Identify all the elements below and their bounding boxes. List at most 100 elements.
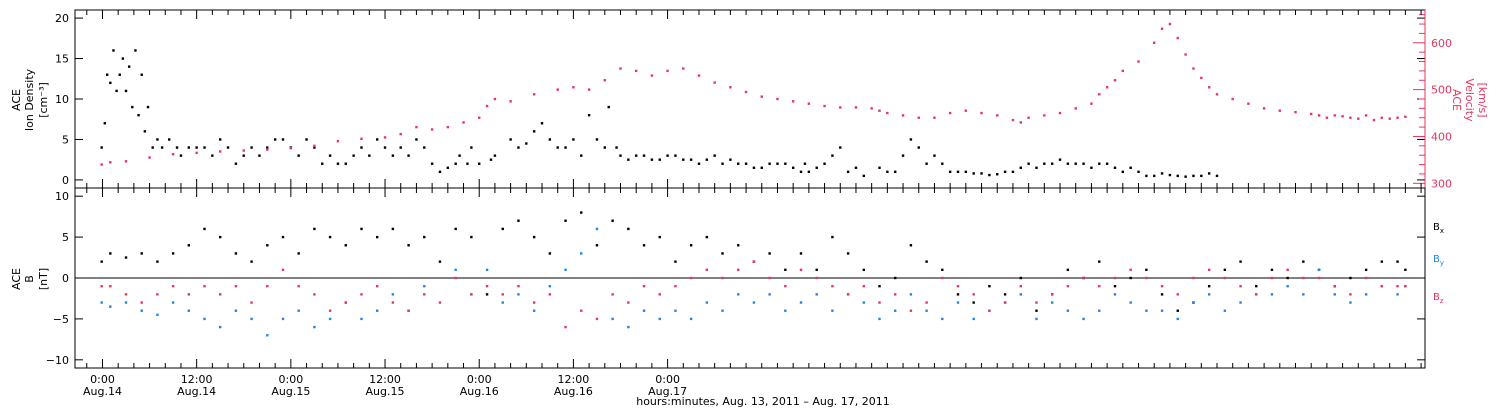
by-point (234, 309, 238, 312)
density-point (509, 138, 512, 141)
density-point (1058, 158, 1062, 161)
top-left-label-line-1: ACE (10, 89, 23, 111)
velocity-point (1192, 67, 1195, 70)
by-point (642, 309, 646, 312)
velocity-point (1325, 116, 1329, 119)
bz-point (1380, 284, 1384, 288)
density-point (862, 174, 866, 178)
bz-point (1160, 284, 1164, 288)
bz-point (219, 293, 222, 296)
density-point (925, 162, 928, 165)
velocity-point (446, 125, 450, 129)
density-point (525, 142, 528, 145)
bz-point (1129, 268, 1132, 272)
velocity-point (1309, 112, 1313, 116)
bx-point (1003, 293, 1007, 296)
bz-point (1145, 276, 1148, 280)
velocity-point (650, 74, 654, 77)
density-point (305, 138, 308, 141)
bz-point (266, 284, 269, 288)
by-point (360, 317, 363, 321)
velocity-point (1404, 115, 1407, 118)
density-point (823, 162, 826, 165)
density-point (737, 162, 740, 165)
density-point (118, 73, 121, 76)
velocity-point (760, 95, 763, 98)
bz-point (988, 309, 991, 312)
density-point (587, 113, 591, 117)
bottom-left-tick-label: 0 (62, 272, 69, 285)
bx-point (109, 252, 112, 255)
bx-point (1207, 284, 1211, 288)
density-point (415, 138, 418, 141)
velocity-point (917, 116, 920, 119)
velocity-point (776, 97, 779, 101)
legend-bx: Bx (1433, 222, 1444, 235)
velocity-point (1113, 79, 1117, 82)
by-point (266, 334, 269, 337)
density-point (446, 166, 450, 169)
bz-point (642, 284, 646, 288)
velocity-point (572, 86, 575, 89)
bz-point (1364, 276, 1368, 280)
bx-point (485, 293, 489, 296)
top-right-tick-label: 500 (1431, 84, 1452, 97)
by-point (909, 293, 913, 296)
bx-point (1066, 268, 1070, 272)
density-point (1160, 172, 1164, 175)
velocity-point (124, 160, 128, 163)
legend-by: By (1433, 254, 1444, 267)
bz-point (1066, 284, 1070, 288)
by-point (1019, 293, 1022, 296)
density-point (886, 170, 889, 174)
bz-point (1176, 293, 1179, 296)
bx-point (1239, 260, 1242, 263)
density-point (478, 162, 481, 165)
bx-point (375, 235, 379, 239)
bx-point (1286, 276, 1289, 280)
density-point (127, 65, 131, 68)
bz-point (203, 284, 206, 288)
by-point (109, 305, 112, 308)
by-point (925, 309, 928, 312)
density-point (203, 146, 206, 149)
top-right-axis-label: ACE Velocity [km/s] (1450, 78, 1489, 122)
density-point (744, 162, 748, 165)
bx-point (250, 260, 253, 263)
density-point (894, 170, 897, 174)
bx-point (909, 244, 913, 247)
bx-point (470, 235, 473, 239)
density-point (175, 146, 179, 149)
bx-point (1019, 276, 1022, 280)
density-point (752, 166, 756, 169)
by-point (297, 309, 300, 312)
top-right-tick-label: 600 (1431, 37, 1452, 50)
density-point (572, 138, 575, 141)
velocity-point (1090, 102, 1093, 105)
density-point (242, 154, 245, 157)
x-tick-date-label: Aug.14 (83, 385, 122, 398)
bx-point (187, 244, 191, 247)
density-point (1035, 166, 1038, 169)
bz-point (281, 268, 285, 272)
density-point (595, 138, 599, 141)
by-point (1239, 301, 1242, 304)
x-tick-date-label: Aug.17 (648, 385, 687, 398)
by-point (564, 268, 567, 272)
velocity-point (996, 114, 999, 117)
by-point (1113, 293, 1117, 296)
bz-point (407, 309, 410, 312)
by-point (1050, 301, 1054, 304)
density-point (281, 138, 285, 141)
velocity-point (171, 153, 175, 156)
bz-point (344, 301, 347, 304)
density-point (1019, 166, 1022, 169)
bz-point (360, 293, 363, 296)
bx-point (1113, 284, 1117, 288)
density-point (1184, 175, 1187, 178)
velocity-point (100, 163, 103, 166)
by-point (250, 317, 253, 321)
top-left-tick-label: 5 (62, 133, 69, 146)
density-point (266, 146, 269, 149)
density-point (1200, 174, 1203, 178)
